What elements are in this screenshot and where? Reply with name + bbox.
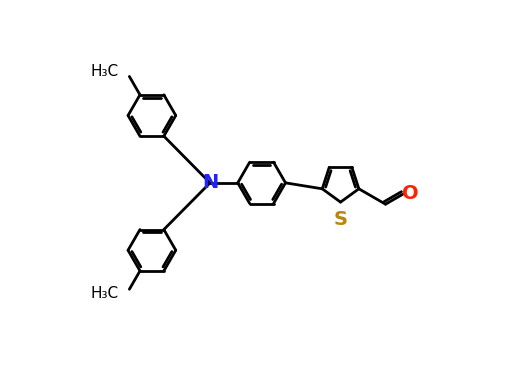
Text: O: O bbox=[402, 184, 419, 203]
Text: H₃C: H₃C bbox=[91, 64, 119, 79]
Text: H₃C: H₃C bbox=[91, 286, 119, 301]
Text: N: N bbox=[202, 173, 218, 192]
Text: S: S bbox=[333, 210, 348, 229]
